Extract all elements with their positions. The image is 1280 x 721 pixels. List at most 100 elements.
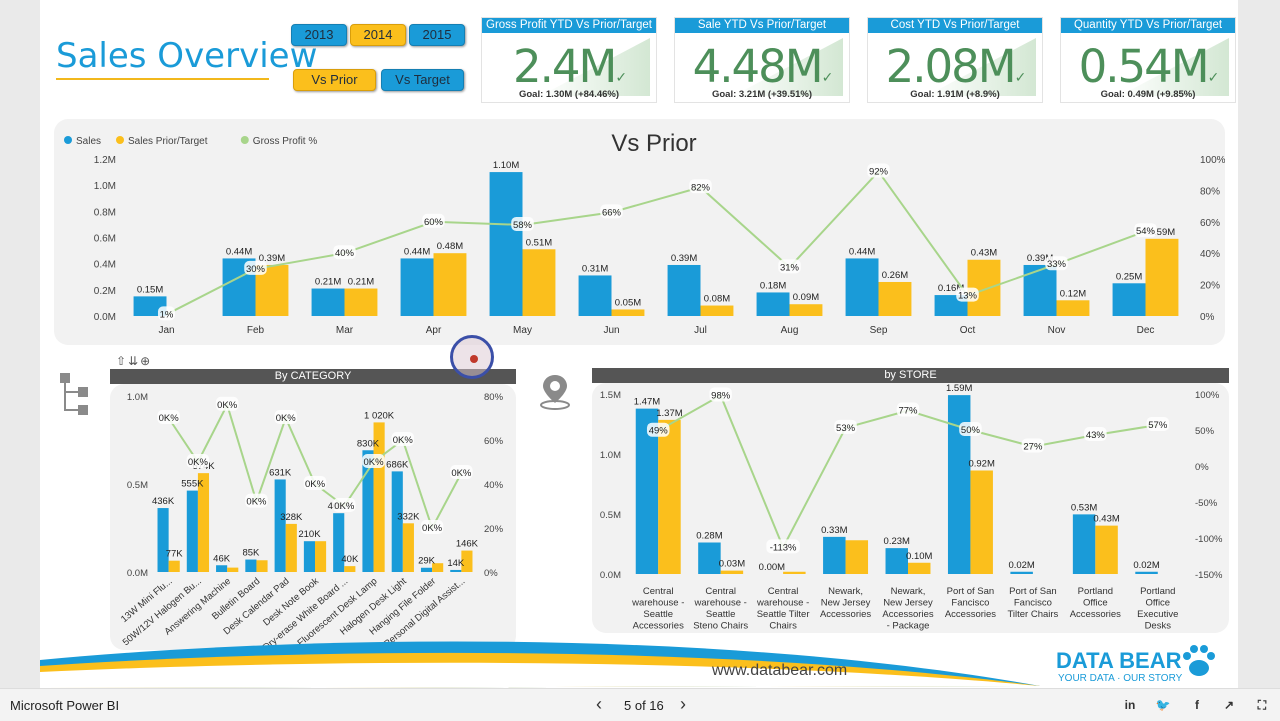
bar-prior bbox=[845, 540, 869, 574]
profit-label-bg bbox=[600, 204, 623, 219]
profit-label-bg bbox=[362, 454, 385, 468]
bar-prior bbox=[720, 570, 744, 574]
next-page-button[interactable]: › bbox=[680, 694, 686, 714]
y-tick-label: 0.0M bbox=[127, 568, 148, 579]
brand-tagline: YOUR DATA · OUR STORY bbox=[1058, 673, 1183, 684]
y2-tick-label: 40% bbox=[1200, 249, 1220, 260]
y-tick-label: 0.2M bbox=[94, 286, 116, 297]
kpi-label: Quantity YTD Vs Prior/Target bbox=[1061, 18, 1235, 33]
bar-prior bbox=[168, 560, 180, 572]
profit-label-bg bbox=[333, 245, 356, 260]
bar-sales bbox=[1135, 571, 1158, 574]
data-label-prior: 0.09M bbox=[793, 292, 819, 303]
bar-prior bbox=[1056, 300, 1090, 316]
profit-label: -113% bbox=[770, 542, 797, 553]
profit-label: 40% bbox=[335, 248, 355, 259]
bar-prior bbox=[789, 304, 823, 316]
profit-label-bg bbox=[778, 259, 801, 274]
x-tick-label: Central bbox=[768, 586, 799, 597]
check-icon: ✓ bbox=[1014, 70, 1027, 86]
y2-tick-label: 80% bbox=[484, 392, 504, 403]
x-tick-label: Oct bbox=[960, 325, 976, 336]
profit-label-bg bbox=[422, 213, 445, 228]
x-tick-label: Steno Chairs bbox=[693, 621, 748, 632]
year-2015-button[interactable]: 2015 bbox=[409, 24, 465, 46]
data-label-prior: 0.21M bbox=[348, 277, 374, 288]
data-label-sales: 830K bbox=[357, 438, 380, 449]
y2-tick-label: 60% bbox=[1200, 218, 1220, 229]
legend-marker bbox=[116, 136, 124, 144]
x-tick-label: Seattle bbox=[643, 609, 673, 620]
kpi-gross-profit[interactable]: Gross Profit YTD Vs Prior/Target 2.4M✓ G… bbox=[481, 17, 657, 103]
x-tick-label: Port of San bbox=[1009, 586, 1057, 597]
kpi-quantity[interactable]: Quantity YTD Vs Prior/Target 0.54M✓ Goal… bbox=[1060, 17, 1236, 103]
data-label-prior: 0.43M bbox=[1093, 514, 1119, 525]
fullscreen-icon[interactable]: ⛶ bbox=[1257, 698, 1267, 712]
profit-label-bg bbox=[1045, 256, 1068, 271]
bar-prior bbox=[1095, 525, 1118, 574]
drill-up-icon[interactable]: ⇧ bbox=[116, 354, 129, 368]
footer-url[interactable]: www.databear.com bbox=[712, 662, 848, 679]
vs-prior-chart[interactable]: Vs Prior Sales Sales Prior/Target Gross Pro… bbox=[54, 119, 1226, 345]
vs-target-button[interactable]: Vs Target bbox=[381, 69, 464, 91]
profit-label: 0K% bbox=[364, 457, 385, 468]
drill-controls[interactable]: ⇧⇊⊕ bbox=[116, 354, 152, 368]
data-label-sales: 631K bbox=[269, 467, 292, 478]
bar-sales bbox=[362, 450, 374, 572]
bar-prior bbox=[611, 309, 645, 316]
drill-down-all-icon[interactable]: ⇊ bbox=[128, 354, 141, 368]
check-icon: ✓ bbox=[615, 70, 627, 86]
bar-prior bbox=[658, 419, 681, 574]
y2-tick-label: -150% bbox=[1195, 570, 1223, 581]
kpi-cost[interactable]: Cost YTD Vs Prior/Target 2.08M✓ Goal: 1.… bbox=[867, 17, 1043, 103]
y-tick-label: 0.0M bbox=[94, 312, 116, 323]
data-label-prior: 0.12M bbox=[1060, 288, 1086, 299]
data-label-prior: 40K bbox=[341, 554, 359, 565]
y-tick-label: 0.8M bbox=[94, 207, 116, 218]
kpi-label: Gross Profit YTD Vs Prior/Target bbox=[482, 18, 656, 33]
data-label-sales: 0.23M bbox=[884, 536, 910, 547]
x-tick-label: warehouse - bbox=[694, 598, 747, 609]
kpi-label: Sale YTD Vs Prior/Target bbox=[675, 18, 849, 33]
prev-page-button[interactable]: ‹ bbox=[596, 694, 602, 714]
twitter-icon[interactable]: 🐦 bbox=[1155, 698, 1171, 712]
facebook-icon[interactable]: f bbox=[1195, 698, 1199, 712]
share-icon[interactable]: ↗ bbox=[1223, 698, 1235, 712]
x-tick-label: Executive bbox=[1137, 609, 1178, 620]
y2-tick-label: -100% bbox=[1195, 534, 1223, 545]
y2-tick-label: 100% bbox=[1200, 155, 1225, 166]
profit-label: 58% bbox=[513, 220, 533, 231]
kpi-goal: Goal: 1.91M (+8.9%) bbox=[910, 89, 1000, 100]
x-tick-label: Office bbox=[1145, 598, 1170, 609]
x-tick-label: Tilter Chairs bbox=[1007, 609, 1058, 620]
bar-sales bbox=[245, 559, 257, 572]
data-label-prior: 77K bbox=[166, 549, 184, 560]
vs-prior-button[interactable]: Vs Prior bbox=[293, 69, 376, 91]
expand-icon[interactable]: ⊕ bbox=[140, 354, 153, 368]
bar-prior bbox=[227, 567, 239, 572]
data-label-prior: 0.92M bbox=[968, 459, 994, 470]
profit-label: 53% bbox=[836, 423, 856, 434]
kpi-sale[interactable]: Sale YTD Vs Prior/Target 4.48M✓ Goal: 3.… bbox=[674, 17, 850, 103]
y2-tick-label: 100% bbox=[1195, 390, 1220, 401]
y-tick-label: 1.5M bbox=[600, 390, 621, 401]
profit-label: 0K% bbox=[451, 468, 472, 479]
profit-label-bg bbox=[274, 410, 297, 424]
data-label-prior: 332K bbox=[397, 511, 420, 522]
data-label-sales: 1.47M bbox=[634, 397, 660, 408]
year-2013-button[interactable]: 2013 bbox=[291, 24, 347, 46]
x-tick-label: Newark, bbox=[828, 586, 863, 597]
bar-prior bbox=[315, 541, 327, 572]
data-label-prior: 0.08M bbox=[704, 294, 730, 305]
x-tick-label: Apr bbox=[426, 325, 442, 336]
profit-label-bg bbox=[303, 476, 327, 490]
store-chart[interactable]: 0.0M 0.5M 1.0M 1.5M -150% -100% -50% 0% 50% 100% 1… bbox=[592, 383, 1229, 633]
x-tick-label: Accessories bbox=[633, 621, 684, 632]
check-icon: ✓ bbox=[821, 70, 834, 86]
y2-tick-label: 50% bbox=[1195, 426, 1215, 437]
year-2014-button[interactable]: 2014 bbox=[350, 24, 406, 46]
data-label-prior: 0.51M bbox=[526, 237, 552, 248]
x-tick-label: warehouse - bbox=[631, 598, 684, 609]
linkedin-icon[interactable]: in bbox=[1124, 698, 1136, 712]
